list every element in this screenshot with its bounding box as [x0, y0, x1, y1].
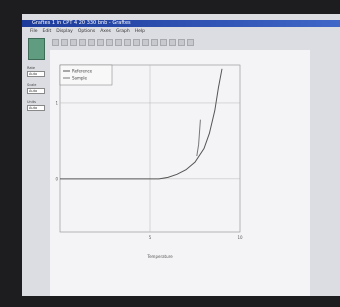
field-label: Scale	[27, 83, 36, 87]
menu-item[interactable]: File	[30, 28, 38, 35]
tool-button[interactable]	[97, 39, 104, 46]
tool-button[interactable]	[160, 39, 167, 46]
legend-label: Sample	[72, 76, 88, 81]
tool-button[interactable]	[61, 39, 68, 46]
x-tick-label: 5	[149, 235, 152, 240]
tool-button[interactable]	[142, 39, 149, 46]
screen: Graftes 1 in CPT 4 20 330 bnb - Graftes …	[22, 14, 340, 296]
tool-button[interactable]	[178, 39, 185, 46]
field-input: Auto	[27, 88, 45, 94]
tool-button[interactable]	[187, 39, 194, 46]
tool-button[interactable]	[133, 39, 140, 46]
tool-button[interactable]	[70, 39, 77, 46]
tool-button[interactable]	[88, 39, 95, 46]
menu-item[interactable]: Axes	[100, 28, 111, 35]
field-label: Units	[27, 100, 36, 104]
x-tick-label: 10	[237, 235, 243, 240]
field-input: Auto	[27, 105, 45, 111]
toolbar	[52, 37, 252, 48]
tool-button[interactable]	[52, 39, 59, 46]
tool-button[interactable]	[115, 39, 122, 46]
title-bar: Graftes 1 in CPT 4 20 330 bnb - Graftes	[22, 20, 340, 27]
menu-item[interactable]: Options	[78, 28, 95, 35]
tool-button[interactable]	[151, 39, 158, 46]
x-axis-label: Temperature	[146, 254, 173, 259]
field-input: Auto	[27, 71, 45, 77]
menu-item[interactable]: Graph	[116, 28, 130, 35]
field-label: Rate	[27, 66, 35, 70]
app-icon	[28, 38, 45, 60]
tool-button[interactable]	[169, 39, 176, 46]
page: {"window": {"title": "Graftes 1 in CPT 4…	[0, 0, 340, 307]
menu-item[interactable]: Help	[135, 28, 145, 35]
menu-item[interactable]: Display	[56, 28, 73, 35]
tool-button[interactable]	[79, 39, 86, 46]
menu-item[interactable]: Edit	[43, 28, 52, 35]
tool-button[interactable]	[124, 39, 131, 46]
tool-button[interactable]	[106, 39, 113, 46]
legend-label: Reference	[72, 69, 93, 74]
menu-bar: File Edit Display Options Axes Graph Help	[22, 28, 340, 35]
